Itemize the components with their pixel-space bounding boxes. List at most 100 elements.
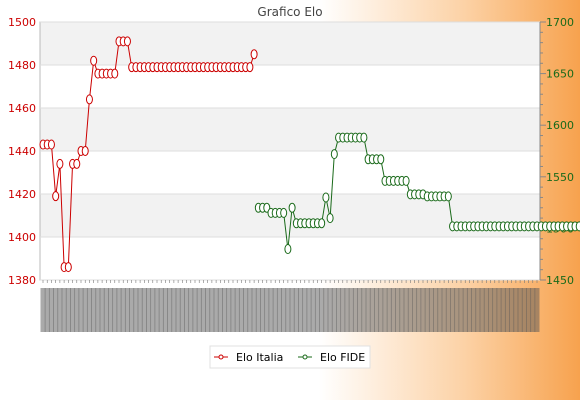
x-tick-label-blur: [306, 288, 312, 332]
x-tick-label-blur: [365, 288, 371, 332]
x-tick-label-blur: [289, 288, 295, 332]
x-tick-label-blur: [462, 288, 468, 332]
x-tick-label-blur: [146, 288, 152, 332]
plot-background: [39, 21, 541, 281]
x-tick-label-blur: [129, 288, 135, 332]
x-tick-label-blur: [238, 288, 244, 332]
x-tick-label-blur: [272, 288, 278, 332]
x-tick-label-blur: [108, 288, 114, 332]
x-tick-label-blur: [420, 288, 426, 332]
x-tick-label-blur: [344, 288, 350, 332]
left-tick-label: 1460: [8, 102, 36, 115]
data-point: [284, 244, 292, 255]
data-point: [326, 213, 334, 224]
x-tick-label-blur: [222, 288, 228, 332]
data-point: [81, 146, 89, 156]
plot-band: [40, 108, 540, 151]
x-tick-label-blur: [179, 288, 185, 332]
x-tick-label-blur: [517, 288, 523, 332]
data-point: [56, 158, 64, 169]
x-tick-label-blur: [361, 288, 367, 332]
x-tick-label-blur: [158, 288, 164, 332]
x-tick-label-blur: [475, 288, 481, 332]
x-tick-label-blur: [513, 288, 519, 332]
x-tick-label-blur: [192, 288, 198, 332]
x-tick-label-blur: [454, 288, 460, 332]
x-tick-label-blur: [230, 288, 236, 332]
x-tick-label-blur: [534, 288, 540, 332]
x-tick-label-blur: [428, 288, 434, 332]
x-tick-label-blur: [500, 288, 506, 332]
x-tick-label-blur: [302, 288, 308, 332]
x-tick-label-blur: [378, 288, 384, 332]
x-tick-label-blur: [99, 288, 105, 332]
x-tick-label-blur: [251, 288, 257, 332]
series-layer: [39, 36, 580, 273]
x-tick-label-blur: [209, 288, 215, 332]
data-point: [47, 139, 55, 150]
data-point: [280, 207, 288, 218]
x-tick-label-blur: [314, 288, 320, 332]
x-tick-label-blur: [141, 288, 147, 332]
data-point: [123, 36, 131, 47]
x-tick-label-blur: [526, 288, 532, 332]
x-tick-label-blur: [205, 288, 211, 332]
right-y-axis: 145015001550160016501700: [539, 16, 574, 287]
legend-box: [209, 345, 371, 369]
x-tick-label-blur: [226, 288, 232, 332]
x-tick-label-blur: [327, 288, 333, 332]
x-tick-label-blur: [352, 288, 358, 332]
x-tick-label-blur: [86, 288, 92, 332]
data-point: [575, 221, 580, 232]
left-tick-label: 1500: [8, 16, 36, 29]
right-tick-label: 1700: [546, 16, 574, 29]
plot-band: [40, 65, 540, 108]
legend-swatch-marker: [302, 354, 308, 360]
x-tick-label-blur: [255, 288, 261, 332]
x-tick-label-blur: [331, 288, 337, 332]
series-elo-fide: [254, 132, 580, 255]
x-tick-label-blur: [57, 288, 63, 332]
left-tick-label: 1480: [8, 59, 36, 72]
x-tick-label-blur: [217, 288, 223, 332]
x-tick-label-blur: [82, 288, 88, 332]
chart-title: Grafico Elo: [257, 5, 322, 19]
x-tick-label-blur: [188, 288, 194, 332]
x-tick-label-blur: [40, 288, 46, 332]
left-tick-label: 1400: [8, 231, 36, 244]
x-tick-label-blur: [437, 288, 443, 332]
x-tick-label-blur: [247, 288, 253, 332]
series-elo-italia: [39, 36, 258, 273]
legend-label: Elo FIDE: [320, 351, 365, 364]
left-tick-label: 1380: [8, 274, 36, 287]
x-tick-label-blur: [395, 288, 401, 332]
x-tick-label-blur: [171, 288, 177, 332]
x-tick-label-blur: [340, 288, 346, 332]
right-tick-label: 1600: [546, 119, 574, 132]
x-tick-label-blur: [386, 288, 392, 332]
x-tick-label-blur: [154, 288, 160, 332]
x-tick-label-blur: [70, 288, 76, 332]
data-point: [250, 49, 258, 60]
x-tick-label-blur: [382, 288, 388, 332]
right-tick-label: 1550: [546, 171, 574, 184]
data-point: [288, 202, 296, 213]
x-tick-label-blur: [124, 288, 130, 332]
x-tick-label-blur: [196, 288, 202, 332]
legend: Elo Italia Elo FIDE: [209, 345, 371, 369]
data-point: [402, 175, 410, 186]
x-tick-label-blur: [116, 288, 122, 332]
x-tick-label-blur: [390, 288, 396, 332]
x-tick-label-blur: [234, 288, 240, 332]
data-point: [360, 132, 368, 143]
x-tick-label-blur: [369, 288, 375, 332]
x-tick-label-blur: [433, 288, 439, 332]
x-tick-label-blur: [407, 288, 413, 332]
x-tick-label-blur: [65, 288, 71, 332]
x-tick-label-blur: [184, 288, 190, 332]
legend-label: Elo Italia: [236, 351, 283, 364]
x-tick-label-blur: [175, 288, 181, 332]
x-tick-label-blur: [200, 288, 206, 332]
x-tick-label-blur: [445, 288, 451, 332]
